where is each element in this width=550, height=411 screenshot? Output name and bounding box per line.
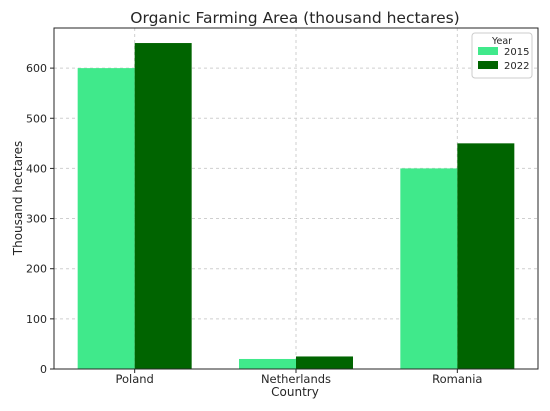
legend-title: Year (491, 36, 512, 47)
y-tick-label: 100 (26, 313, 47, 326)
chart-title: Organic Farming Area (thousand hectares) (130, 9, 459, 27)
y-tick-label: 500 (26, 112, 47, 125)
y-tick-label: 600 (26, 62, 47, 75)
x-tick-label: Netherlands (261, 372, 331, 386)
bar-netherlands-2022 (296, 356, 353, 369)
legend-swatch-2015 (478, 47, 498, 55)
x-tick-label: Romania (432, 372, 482, 386)
bar-romania-2015 (400, 168, 458, 369)
y-tick-label: 200 (26, 263, 47, 276)
bar-romania-2022 (457, 143, 515, 369)
bar-poland-2015 (77, 68, 135, 369)
y-tick-label: 0 (40, 363, 47, 376)
bar-netherlands-2015 (239, 358, 296, 369)
legend-swatch-2022 (478, 61, 498, 69)
y-tick-label: 400 (26, 162, 47, 175)
legend: Year 2015 2022 (471, 32, 533, 79)
x-axis-label: Country (271, 385, 319, 399)
bar-poland-2022 (134, 43, 192, 369)
legend-label-2015: 2015 (504, 47, 529, 58)
y-axis-label: Thousand hectares (11, 141, 25, 256)
y-tick-label: 300 (26, 213, 47, 226)
x-tick-label: Poland (115, 372, 153, 386)
legend-label-2022: 2022 (504, 61, 529, 72)
